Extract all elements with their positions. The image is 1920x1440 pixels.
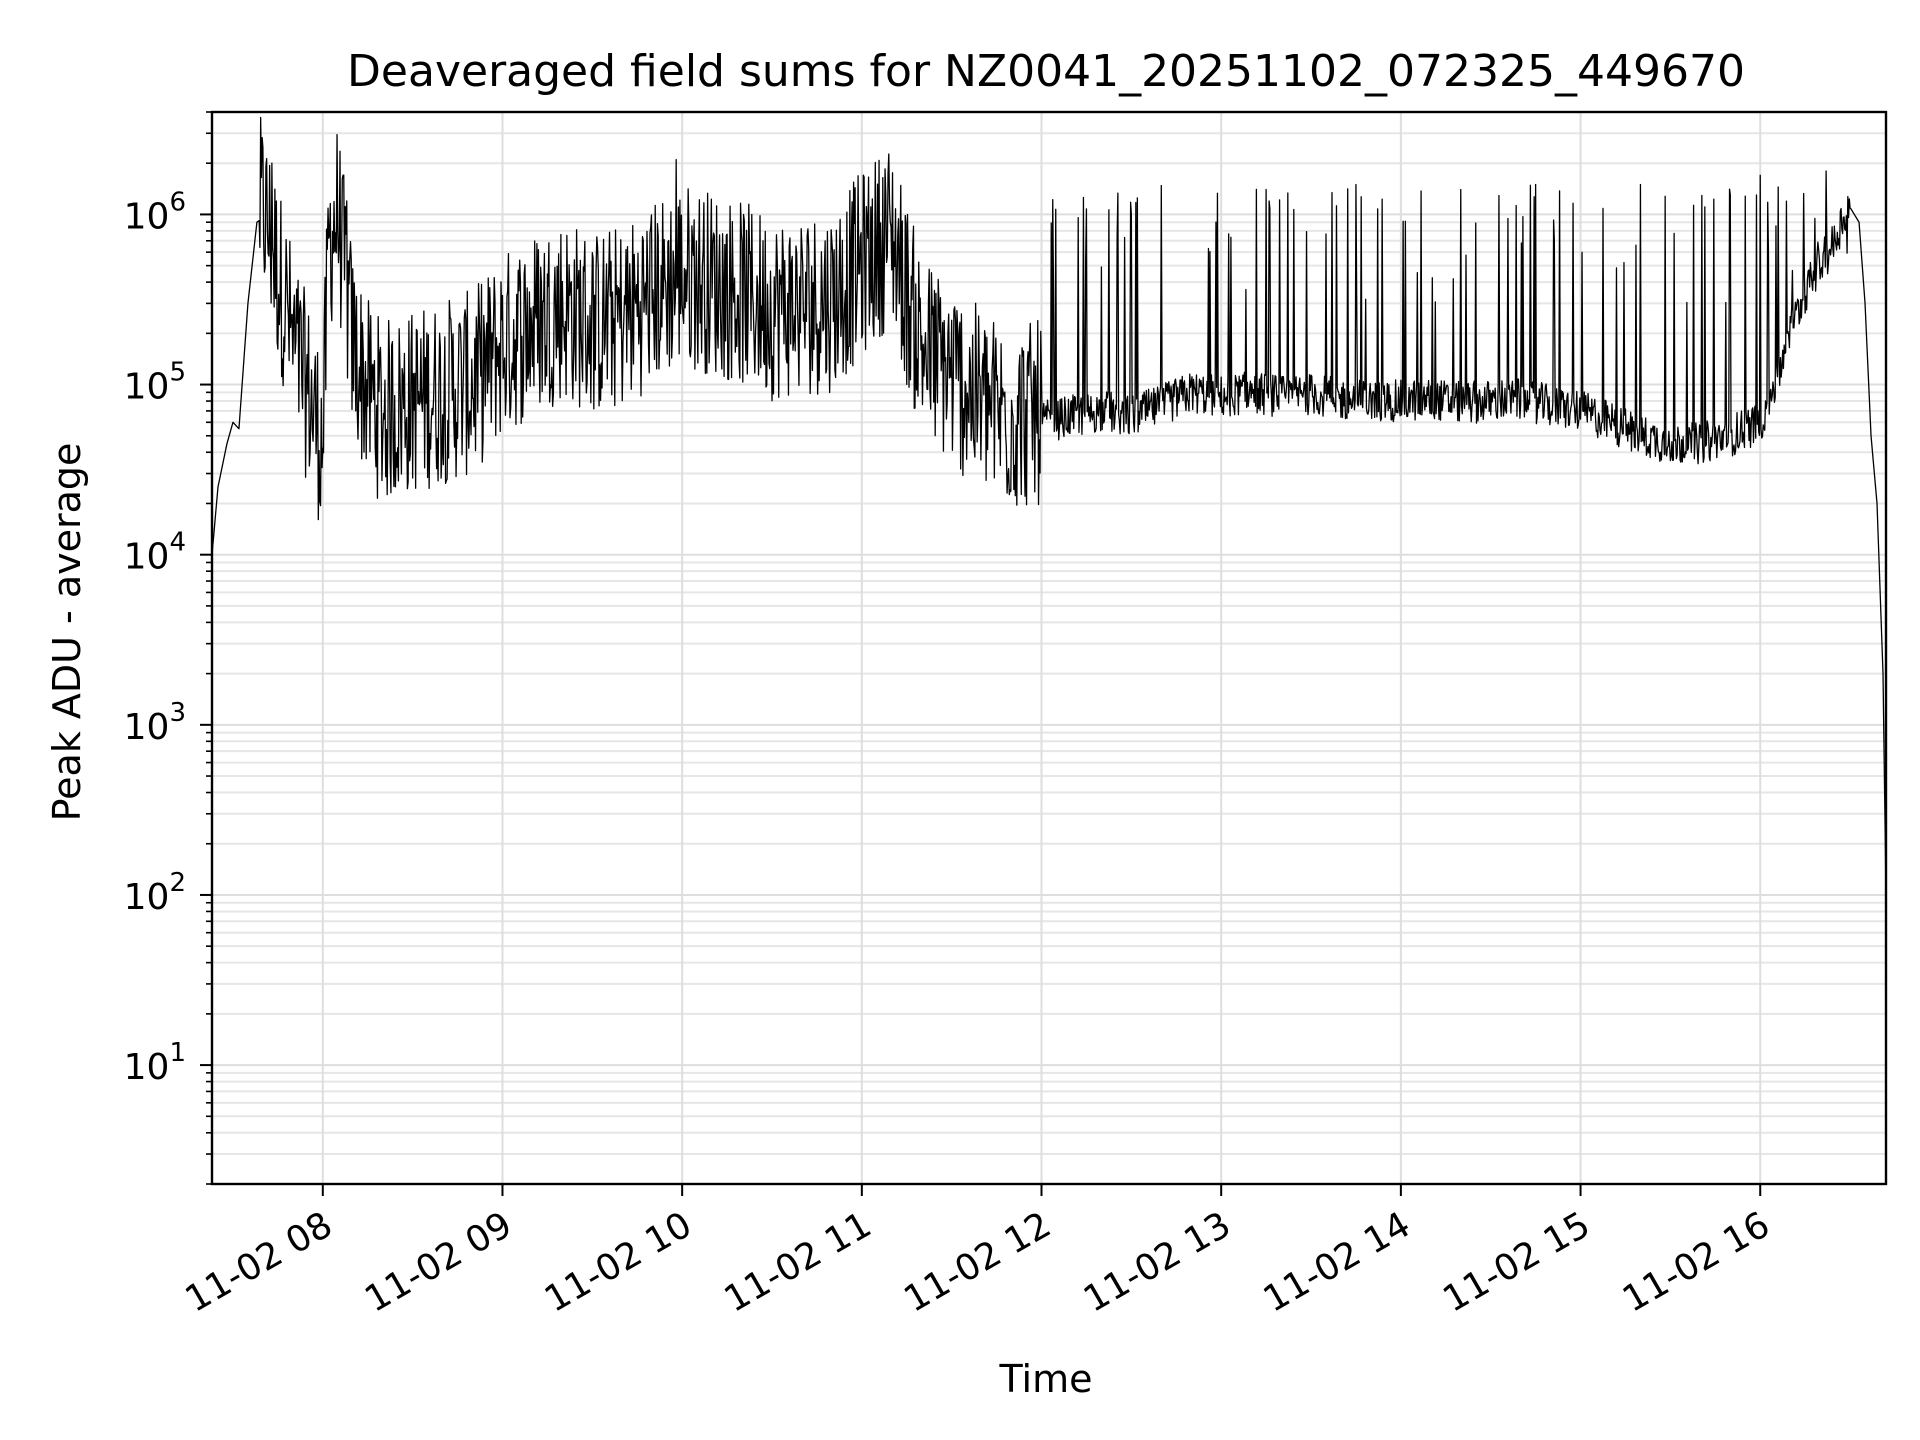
plot-frame (210, 110, 1888, 1186)
y-tick-label: 105 (124, 358, 186, 408)
y-axis-label: Peak ADU - average (45, 443, 89, 822)
series-group (211, 116, 1887, 895)
y-tick-label: 106 (124, 187, 186, 237)
y-axis: 101 102 103 104 105 106 (124, 187, 212, 1088)
y-tick-label: 103 (124, 698, 186, 748)
series-line (211, 116, 1887, 895)
grid (212, 111, 1886, 1185)
y-tick-label: 104 (124, 528, 186, 578)
y-tick-label: 102 (124, 868, 186, 918)
chart-title: Deaveraged field sums for NZ0041_2025110… (347, 46, 1745, 97)
y-tick-label: 101 (124, 1038, 186, 1088)
x-axis-label: Time (999, 1357, 1093, 1401)
